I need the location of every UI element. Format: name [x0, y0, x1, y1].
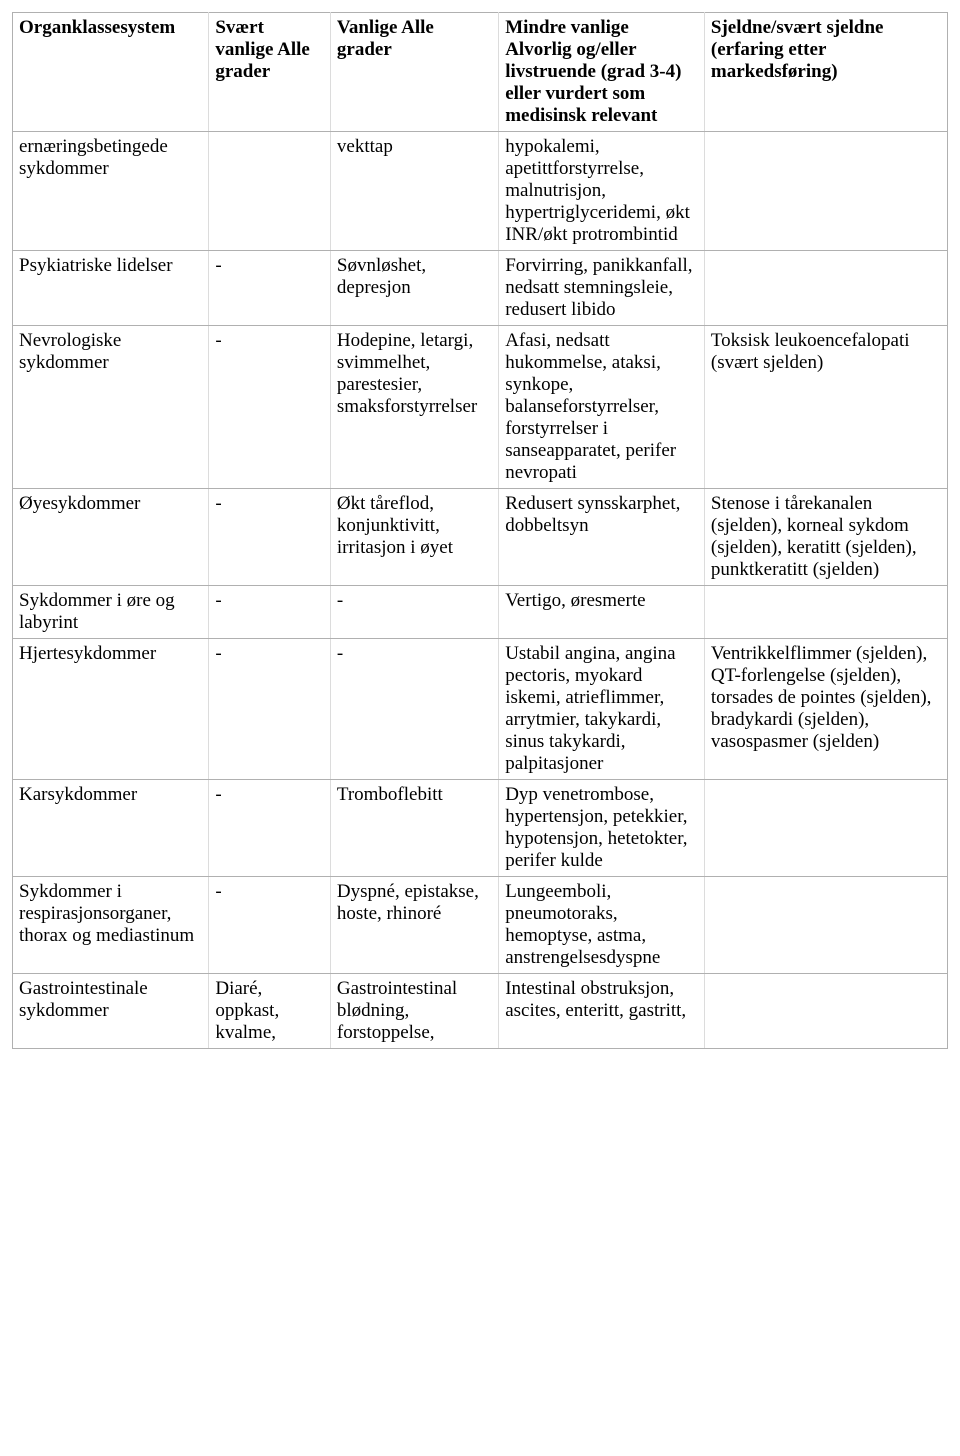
- cell: -: [209, 780, 331, 877]
- cell: Psykiatriske lidelser: [13, 251, 209, 326]
- cell: Karsykdommer: [13, 780, 209, 877]
- cell: -: [209, 639, 331, 780]
- table-row: Hjertesykdommer - - Ustabil angina, angi…: [13, 639, 948, 780]
- cell: Dyp venetrombose, hypertensjon, petekkie…: [499, 780, 705, 877]
- table-row: Øyesykdommer - Økt tåreflod, konjunktivi…: [13, 489, 948, 586]
- col-header-very-common: Svært vanlige Alle grader: [209, 13, 331, 132]
- cell: Økt tåreflod, konjunktivitt, irritasjon …: [330, 489, 498, 586]
- cell: Gastrointestinale sykdommer: [13, 974, 209, 1049]
- cell: -: [330, 586, 498, 639]
- cell: Gastrointestinal blødning, forstoppelse,: [330, 974, 498, 1049]
- cell: Tromboflebitt: [330, 780, 498, 877]
- table-row: ernæringsbetingede sykdommer vekttap hyp…: [13, 132, 948, 251]
- cell: Øyesykdommer: [13, 489, 209, 586]
- cell: -: [209, 489, 331, 586]
- adverse-effects-table: Organklassesystem Svært vanlige Alle gra…: [12, 12, 948, 1049]
- cell: ernæringsbetingede sykdommer: [13, 132, 209, 251]
- cell: Toksisk leukoencefalopati (svært sjelden…: [704, 326, 947, 489]
- cell: vekttap: [330, 132, 498, 251]
- cell: [704, 132, 947, 251]
- col-header-common: Vanlige Alle grader: [330, 13, 498, 132]
- cell: Dyspné, epistakse, hoste, rhinoré: [330, 877, 498, 974]
- cell: Redusert synsskarphet, dobbeltsyn: [499, 489, 705, 586]
- cell: -: [209, 586, 331, 639]
- cell: Ustabil angina, angina pectoris, myokard…: [499, 639, 705, 780]
- cell: [704, 974, 947, 1049]
- col-header-organ: Organklassesystem: [13, 13, 209, 132]
- cell: Søvnløshet, depresjon: [330, 251, 498, 326]
- cell: [704, 780, 947, 877]
- table-row: Sykdommer i respirasjonsorganer, thorax …: [13, 877, 948, 974]
- cell: Sykdommer i øre og labyrint: [13, 586, 209, 639]
- cell: [704, 251, 947, 326]
- cell: Sykdommer i respirasjonsorganer, thorax …: [13, 877, 209, 974]
- cell: Ventrikkelflimmer (sjelden), QT-forlenge…: [704, 639, 947, 780]
- cell: -: [330, 639, 498, 780]
- cell: Forvirring, panikkanfall, nedsatt stemni…: [499, 251, 705, 326]
- table-row: Sykdommer i øre og labyrint - - Vertigo,…: [13, 586, 948, 639]
- table-row: Gastrointestinale sykdommer Diaré, oppka…: [13, 974, 948, 1049]
- cell: hypokalemi, apetittforstyrrelse, malnutr…: [499, 132, 705, 251]
- cell: [704, 877, 947, 974]
- cell: -: [209, 251, 331, 326]
- cell: -: [209, 326, 331, 489]
- cell: Vertigo, øresmerte: [499, 586, 705, 639]
- cell: -: [209, 877, 331, 974]
- table-header-row: Organklassesystem Svært vanlige Alle gra…: [13, 13, 948, 132]
- table-row: Psykiatriske lidelser - Søvnløshet, depr…: [13, 251, 948, 326]
- cell: [704, 586, 947, 639]
- cell: Hjertesykdommer: [13, 639, 209, 780]
- cell: Lungeemboli, pneumotoraks, hemoptyse, as…: [499, 877, 705, 974]
- table-row: Karsykdommer - Tromboflebitt Dyp venetro…: [13, 780, 948, 877]
- cell: Afasi, nedsatt hukommelse, ataksi, synko…: [499, 326, 705, 489]
- cell: Nevrologiske sykdommer: [13, 326, 209, 489]
- cell: Intestinal obstruksjon, ascites, enterit…: [499, 974, 705, 1049]
- cell: Hodepine, letargi, svimmelhet, parestesi…: [330, 326, 498, 489]
- cell: Stenose i tårekanalen (sjelden), korneal…: [704, 489, 947, 586]
- cell: Diaré, oppkast, kvalme,: [209, 974, 331, 1049]
- cell: [209, 132, 331, 251]
- col-header-rare: Sjeldne/svært sjeldne (erfaring etter ma…: [704, 13, 947, 132]
- col-header-less-common: Mindre vanlige Alvorlig og/eller livstru…: [499, 13, 705, 132]
- table-row: Nevrologiske sykdommer - Hodepine, letar…: [13, 326, 948, 489]
